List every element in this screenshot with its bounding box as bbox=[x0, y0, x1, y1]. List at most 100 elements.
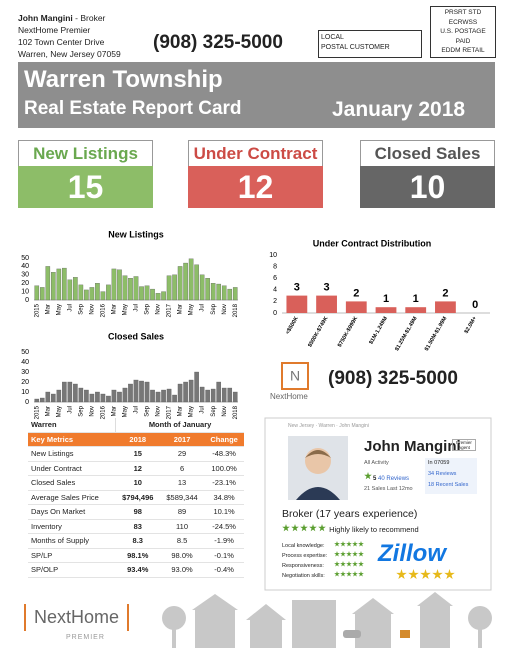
bar bbox=[84, 389, 89, 403]
bar bbox=[227, 288, 233, 301]
bar bbox=[194, 371, 199, 403]
y-tick-label: 50 bbox=[21, 349, 29, 356]
bar bbox=[177, 383, 183, 403]
bar bbox=[316, 295, 337, 313]
table-cell: -0.1% bbox=[204, 548, 244, 563]
bar bbox=[111, 389, 117, 403]
x-tick-label: Jul bbox=[67, 406, 73, 414]
x-tick-label: Mar bbox=[45, 304, 51, 314]
banner-bg bbox=[18, 62, 495, 128]
bar bbox=[122, 275, 128, 301]
table-row: New Listings 15 29 -48.3% bbox=[28, 446, 244, 462]
zip-reviews: 34 Reviews bbox=[428, 471, 457, 477]
bar bbox=[150, 389, 155, 403]
table-cell: 10.1% bbox=[204, 504, 244, 520]
table-cell: -1.9% bbox=[204, 533, 244, 549]
bar bbox=[188, 379, 194, 403]
bar bbox=[39, 287, 45, 301]
x-tick-label: May bbox=[123, 304, 129, 315]
bar bbox=[345, 301, 367, 313]
x-tick-label: 2015 bbox=[34, 303, 40, 317]
x-tick-label: Jul bbox=[134, 304, 140, 312]
table-cell: 83 bbox=[115, 519, 160, 534]
bar bbox=[232, 391, 238, 403]
table-cell: 34.8% bbox=[204, 490, 244, 505]
bar bbox=[172, 394, 177, 403]
x-tick-label: $1.25M-$1.49M bbox=[394, 315, 419, 352]
table-cell: 93.0% bbox=[159, 562, 205, 578]
x-tick-label: 2017 bbox=[167, 303, 173, 317]
skill-star bbox=[334, 541, 340, 547]
skill-star bbox=[340, 571, 346, 577]
bar bbox=[95, 391, 100, 403]
photo bbox=[288, 436, 348, 500]
y-tick-label: 4 bbox=[273, 287, 277, 294]
table-cell: 6 bbox=[159, 461, 205, 476]
x-tick-label: May bbox=[56, 406, 62, 417]
table-cell: 29 bbox=[159, 446, 205, 462]
summary-value: 15 bbox=[18, 166, 153, 208]
bar bbox=[100, 393, 106, 403]
bar bbox=[210, 283, 216, 301]
bar bbox=[133, 379, 139, 403]
postage-line: PRSRT STD bbox=[444, 9, 482, 16]
y-tick-label: 0 bbox=[25, 297, 29, 304]
bar bbox=[73, 383, 78, 403]
postage-line: EDDM RETAIL bbox=[441, 47, 485, 54]
bar bbox=[144, 381, 150, 403]
sales: 21 Sales Last 12mo bbox=[364, 486, 413, 492]
x-tick-label: May bbox=[56, 304, 62, 315]
metrics-table: Warren Month of January Key Metrics 2018 201… bbox=[28, 418, 244, 578]
footer-brand: NextHome bbox=[24, 604, 130, 631]
table-cell: Months of Supply bbox=[28, 533, 116, 549]
bar bbox=[139, 380, 144, 403]
breadcrumb: New Jersey · Warren · John Mangini bbox=[288, 423, 369, 429]
bar bbox=[62, 381, 67, 403]
table-cell: Days On Market bbox=[28, 504, 116, 520]
recommend: Highly likely to recommend bbox=[282, 524, 419, 534]
bar bbox=[139, 286, 144, 301]
recipient-line: LOCAL bbox=[321, 34, 344, 41]
skill-star bbox=[358, 571, 364, 577]
summary-label: Closed Sales bbox=[360, 140, 495, 166]
sender-role: - Broker bbox=[75, 13, 106, 23]
bar bbox=[111, 268, 117, 301]
skill-star bbox=[346, 541, 352, 547]
bar bbox=[166, 388, 172, 403]
bar bbox=[183, 381, 188, 403]
bar bbox=[177, 266, 183, 301]
bar bbox=[100, 291, 106, 301]
activity: All Activity bbox=[364, 460, 389, 466]
x-tick-label: Jul bbox=[134, 406, 140, 414]
bar bbox=[50, 393, 56, 403]
table-cell: SP/LP bbox=[28, 548, 116, 563]
bar bbox=[205, 389, 210, 403]
phone: (908) 325-5000 bbox=[153, 32, 283, 53]
bar bbox=[50, 272, 56, 301]
bar bbox=[78, 387, 84, 403]
zip-sales: 18 Recent Sales bbox=[428, 482, 469, 488]
x-tick-label: $500K-$749K bbox=[307, 316, 329, 349]
reviews: 40 Reviews bbox=[378, 476, 410, 482]
bar bbox=[210, 388, 216, 403]
skill-row: Responsiveness: bbox=[282, 561, 364, 571]
skills: Local knowledge: Process expertise: Respon… bbox=[282, 541, 364, 581]
zip-panel: In 07059 34 Reviews 18 Recent Sales bbox=[425, 458, 477, 494]
bar bbox=[45, 266, 51, 301]
x-tick-label: $750K-$999K bbox=[337, 316, 359, 349]
x-tick-label: Jul bbox=[200, 406, 206, 414]
agent-title: Broker (17 years experience) bbox=[282, 508, 418, 520]
table-cell: 100.0% bbox=[204, 461, 244, 476]
table-cell: New Listings bbox=[28, 446, 116, 462]
houses bbox=[162, 592, 492, 648]
x-tick-label: Mar bbox=[178, 304, 184, 314]
skill-star bbox=[340, 541, 346, 547]
table-cell: 12 bbox=[115, 461, 160, 476]
bar bbox=[89, 287, 95, 301]
y-tick-label: 8 bbox=[273, 263, 277, 270]
x-tick-label: 2018 bbox=[233, 303, 239, 317]
x-tick-label: Sep bbox=[78, 405, 84, 416]
x-tick-label: Nov bbox=[156, 406, 162, 417]
zillow-stars bbox=[396, 567, 456, 585]
